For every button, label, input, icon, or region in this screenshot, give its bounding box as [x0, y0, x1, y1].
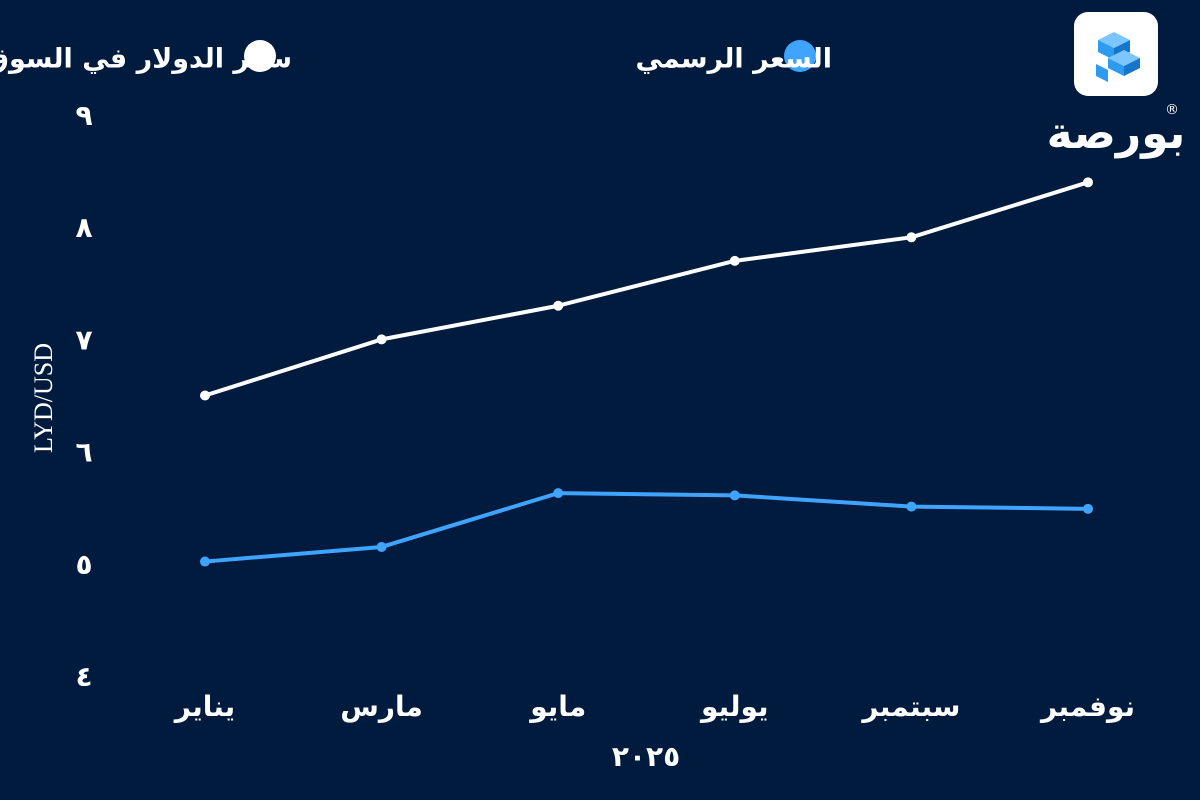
- data-point: [553, 300, 564, 311]
- legend-label-official: السعر الرسمي: [636, 44, 832, 75]
- y-axis-ticks: ٤ ٥ ٦ ٧ ٨ ٩: [75, 99, 92, 693]
- x-tick-label: مارس: [340, 690, 423, 723]
- x-tick-label: يناير: [173, 690, 235, 723]
- brand-logo: بورصة ®: [1047, 12, 1186, 159]
- x-axis-ticks: يناير مارس مايو يوليو سبتمبر نوفمبر: [173, 690, 1135, 723]
- data-point: [906, 232, 917, 243]
- cube-stack-mark: [1096, 32, 1140, 82]
- data-point: [376, 541, 387, 552]
- legend-item-official: السعر الرسمي: [636, 40, 832, 75]
- data-point: [553, 488, 564, 499]
- x-tick-label: يوليو: [699, 690, 769, 723]
- legend-swatch-official: [784, 40, 816, 72]
- data-point: [200, 390, 210, 401]
- legend-item-black-market: سعر الدولار في السوق السوداء: [0, 40, 292, 75]
- x-axis-label: ٢٠٢٥: [612, 740, 680, 773]
- x-tick-label: نوفمبر: [1039, 690, 1135, 723]
- legend: سعر الدولار في السوق السوداء السعر الرسم…: [0, 40, 832, 75]
- y-tick-label: ٤: [75, 660, 92, 693]
- y-tick-label: ٥: [75, 548, 92, 581]
- series-0: [200, 177, 1093, 401]
- legend-swatch-black-market: [244, 40, 276, 72]
- series-1: [200, 488, 1093, 567]
- data-point: [376, 334, 387, 345]
- y-tick-label: ٦: [75, 436, 92, 469]
- y-tick-label: ٩: [75, 99, 92, 132]
- legend-label-black-market: سعر الدولار في السوق السوداء: [0, 44, 292, 75]
- data-point: [1083, 503, 1093, 514]
- data-point: [1083, 177, 1093, 188]
- series-line: [203, 491, 1090, 564]
- registered-mark: ®: [1165, 102, 1179, 118]
- data-point: [200, 556, 210, 567]
- x-tick-label: سبتمبر: [860, 690, 960, 723]
- x-tick-label: مايو: [528, 690, 586, 723]
- y-tick-label: ٧: [75, 323, 92, 356]
- data-point: [729, 255, 740, 266]
- series-line: [203, 180, 1090, 398]
- y-tick-label: ٨: [75, 211, 92, 244]
- series-layer: [200, 177, 1093, 567]
- data-point: [906, 501, 917, 512]
- brand-name: بورصة: [1047, 108, 1186, 159]
- y-axis-label: LYD/USD: [29, 343, 58, 453]
- data-point: [729, 490, 740, 501]
